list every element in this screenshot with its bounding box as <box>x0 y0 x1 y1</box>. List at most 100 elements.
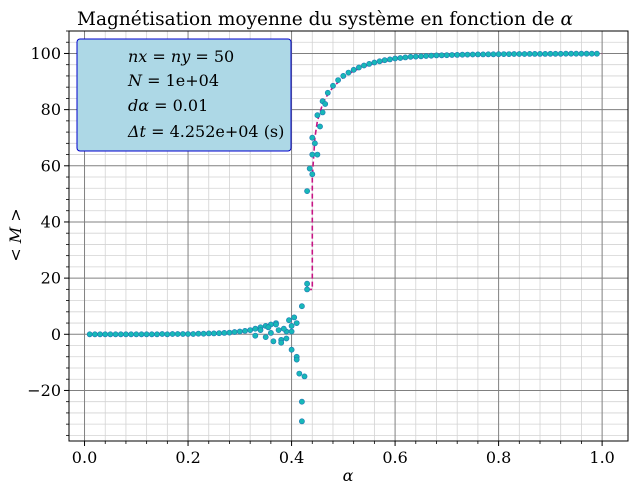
data-point <box>376 58 383 65</box>
data-point <box>531 51 538 57</box>
data-point <box>361 62 367 69</box>
y-tick-label: −20 <box>27 381 61 400</box>
y-tick-label: 100 <box>30 44 61 63</box>
data-point <box>309 134 316 141</box>
data-point <box>402 54 409 61</box>
data-point <box>247 327 254 333</box>
data-point <box>293 320 300 326</box>
data-point <box>521 51 528 57</box>
data-point <box>495 51 502 58</box>
data-point <box>309 171 316 178</box>
legend-line-3-math: dα <box>128 96 149 115</box>
data-point <box>174 331 181 337</box>
data-point <box>314 112 321 119</box>
data-point <box>407 53 414 60</box>
data-point <box>242 327 248 334</box>
data-point <box>314 151 321 158</box>
data-point <box>330 82 336 89</box>
data-point <box>216 330 222 337</box>
data-point <box>262 334 269 340</box>
data-point <box>252 325 259 332</box>
y-axis-label: < M > <box>6 208 25 261</box>
legend-line-2: N = 1e+04 <box>127 71 219 90</box>
data-point <box>381 57 388 64</box>
data-point <box>397 55 404 61</box>
data-point <box>322 101 329 107</box>
data-point <box>418 53 424 60</box>
chart-title-text: Magnétisation moyenne du système en fonc… <box>77 9 555 30</box>
data-point <box>236 328 243 335</box>
x-axis-label: α <box>343 466 354 485</box>
data-point <box>423 53 429 59</box>
data-point <box>107 331 114 338</box>
legend-line-3: dα = 0.01 <box>128 96 208 115</box>
data-point <box>128 331 134 338</box>
legend: nx = ny = 50 N = 1e+04 dα = 0.01 Δt = 4.… <box>76 38 292 152</box>
legend-line-4-math: Δt <box>127 122 147 141</box>
data-point <box>306 165 313 172</box>
data-point <box>588 50 595 57</box>
data-point <box>485 51 492 58</box>
data-point <box>280 325 287 332</box>
x-tick-label: 0.0 <box>72 448 97 467</box>
data-point <box>480 51 486 58</box>
data-point <box>552 50 559 57</box>
data-point <box>304 188 310 194</box>
data-point <box>275 327 282 333</box>
data-point <box>557 50 564 57</box>
x-tick-labels: 0.0 0.2 0.4 0.6 0.8 1.0 <box>72 448 615 467</box>
data-point <box>392 55 398 62</box>
data-point <box>516 51 523 57</box>
data-point <box>317 123 323 130</box>
y-tick-label: 0 <box>51 325 61 344</box>
data-point <box>286 317 292 324</box>
data-point <box>547 50 554 57</box>
data-point <box>123 331 129 338</box>
data-point <box>578 50 585 57</box>
data-point <box>573 50 580 57</box>
data-point <box>291 314 298 321</box>
data-point <box>506 51 512 57</box>
legend-line-1-math: nx = ny <box>128 47 191 66</box>
data-point <box>159 331 166 337</box>
legend-line-4-text: = 4.252e+04 (s) <box>146 122 284 141</box>
data-point <box>143 331 150 338</box>
data-point <box>273 321 279 328</box>
data-point <box>311 140 318 147</box>
data-point <box>594 50 600 57</box>
data-point <box>526 51 533 57</box>
data-point <box>324 89 331 96</box>
data-point <box>412 53 419 60</box>
data-point <box>443 52 450 59</box>
chart-title: Magnétisation moyenne du système en fonc… <box>77 9 573 30</box>
data-point <box>288 346 295 353</box>
data-point <box>304 286 310 293</box>
data-point <box>449 52 455 58</box>
legend-box <box>76 38 292 152</box>
data-point <box>340 73 347 79</box>
data-point <box>154 331 160 338</box>
ticks <box>64 30 603 446</box>
data-point <box>537 51 543 57</box>
data-point <box>319 109 326 116</box>
legend-line-1-text: = 50 <box>190 47 234 66</box>
x-tick-label: 0.8 <box>486 448 511 467</box>
data-point <box>433 52 440 59</box>
legend-line-1: nx = ny = 50 <box>128 47 234 66</box>
data-point <box>490 51 497 58</box>
y-tick-label: 80 <box>41 100 61 119</box>
data-point <box>301 373 308 380</box>
x-tick-label: 0.6 <box>382 448 407 467</box>
data-point <box>117 331 124 338</box>
data-point <box>366 61 373 67</box>
data-point <box>270 338 277 345</box>
data-point <box>97 331 103 338</box>
data-point <box>464 51 471 58</box>
y-tick-label: 40 <box>41 212 61 231</box>
y-tick-label: 20 <box>41 269 61 288</box>
x-tick-label: 1.0 <box>589 448 614 467</box>
data-point <box>267 329 274 336</box>
data-point <box>283 335 290 342</box>
data-point <box>221 329 228 336</box>
